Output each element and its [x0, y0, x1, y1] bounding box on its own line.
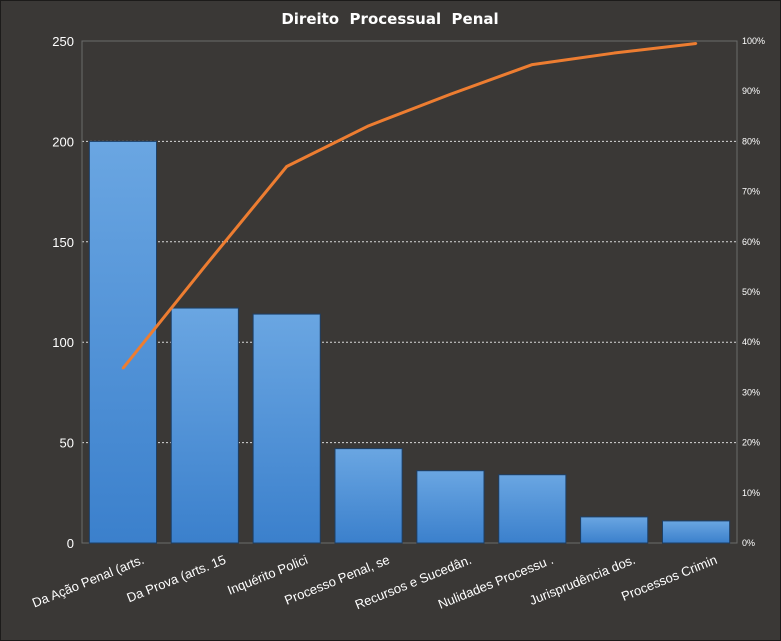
right-tick-label: 10% — [742, 488, 760, 498]
line-point — [285, 165, 288, 168]
bar — [334, 448, 403, 544]
left-tick-label: 0 — [67, 536, 74, 551]
right-tick-label: 70% — [742, 187, 760, 197]
right-tick-label: 0% — [742, 538, 755, 548]
left-tick-label: 50 — [60, 436, 74, 451]
bar — [580, 516, 649, 544]
bar — [252, 313, 321, 544]
bar — [170, 307, 239, 544]
right-tick-label: 20% — [742, 438, 760, 448]
left-tick-label: 150 — [52, 235, 74, 250]
bar-series — [88, 140, 731, 544]
line-point — [449, 93, 452, 96]
bar — [88, 140, 158, 544]
bar — [416, 470, 485, 544]
cumulative-line-series — [121, 42, 698, 370]
left-tick-label: 100 — [52, 335, 74, 350]
chart-title: Direito Processual Penal — [281, 10, 498, 28]
plot-area — [81, 40, 738, 544]
line-point — [531, 63, 534, 66]
line-point — [694, 42, 698, 45]
cumulative-percent-line — [121, 42, 697, 370]
right-tick-label: 80% — [742, 136, 760, 146]
right-tick-label: 40% — [742, 337, 760, 347]
left-axis: 0 50 100 150 200 250 — [52, 34, 74, 551]
right-tick-label: 30% — [742, 387, 760, 397]
right-tick-label: 50% — [742, 287, 760, 297]
bar — [498, 474, 567, 544]
right-axis: 0% 10% 20% 30% 40% 50% 60% 70% 80% 90% 100% — [742, 36, 765, 548]
bar — [661, 520, 731, 544]
line-point — [121, 367, 125, 370]
right-tick-label: 100% — [742, 36, 765, 46]
category-axis: Da Ação Penal (arts.Da Prova (arts. 15In… — [30, 552, 719, 613]
left-tick-label: 250 — [52, 34, 74, 49]
line-point — [367, 124, 370, 128]
line-point — [203, 265, 207, 268]
right-tick-label: 90% — [742, 86, 760, 96]
left-tick-label: 200 — [52, 134, 74, 149]
right-tick-label: 60% — [742, 237, 760, 247]
line-point — [612, 51, 616, 55]
